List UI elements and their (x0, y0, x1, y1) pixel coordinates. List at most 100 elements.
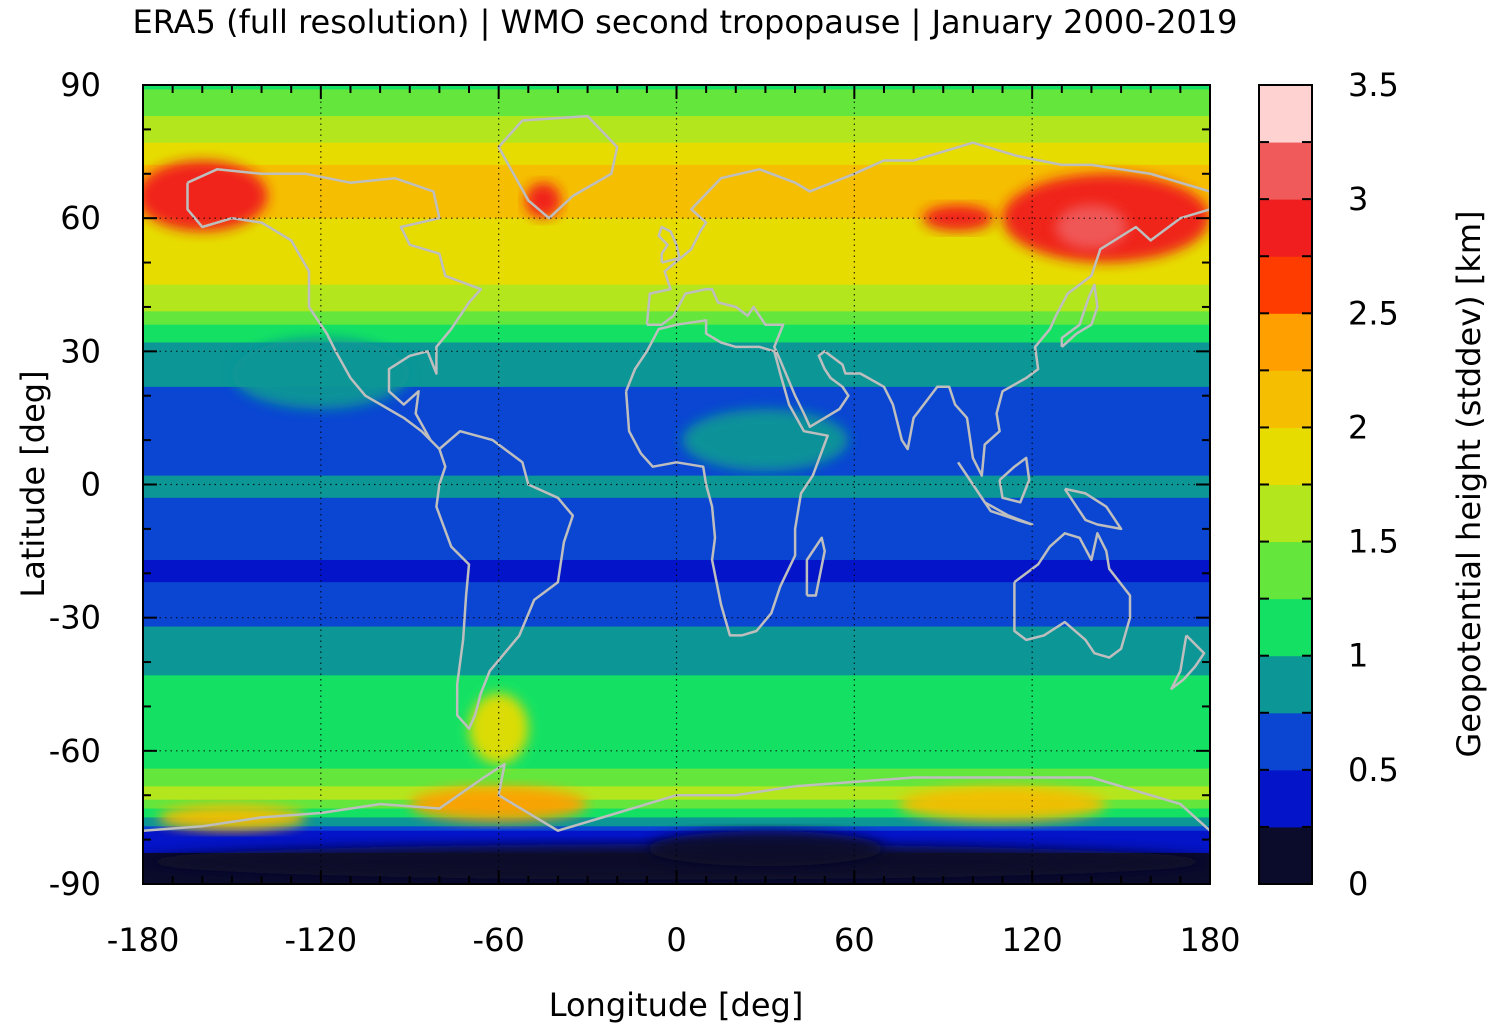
grid-lines (143, 85, 1210, 884)
heatmap-band (143, 133, 1210, 139)
chart-title: ERA5 (full resolution) | WMO second trop… (132, 3, 1238, 41)
x-tick-label: 0 (666, 921, 686, 959)
heatmap-region (646, 830, 884, 867)
x-tick-label: -120 (285, 921, 358, 959)
heatmap-band (143, 262, 1210, 268)
colorbar-swatch (1259, 370, 1312, 428)
heatmap-region (525, 182, 561, 219)
colorbar-swatch (1259, 541, 1312, 600)
heatmap-region (157, 804, 307, 831)
heatmap-band (143, 422, 1210, 428)
coast-eurasia (645, 141, 1210, 477)
coast-australia (1013, 532, 1132, 659)
colorbar-tick-label: 3.5 (1348, 66, 1399, 104)
heatmap-band (143, 502, 1210, 508)
heatmap-band (143, 280, 1210, 286)
colorbar-swatch (1259, 826, 1312, 885)
heatmap-band (143, 444, 1210, 450)
heatmap-band (143, 284, 1210, 290)
heatmap-band (143, 315, 1210, 321)
heatmap-band (143, 471, 1210, 477)
heatmap-band (143, 200, 1210, 206)
heatmap-band (143, 333, 1210, 339)
colorbar-tick-label: 1.5 (1348, 523, 1399, 561)
heatmap-band (143, 768, 1210, 774)
heatmap-band (143, 795, 1210, 801)
heatmap-band (143, 364, 1210, 370)
heatmap-band (143, 741, 1210, 747)
y-tick-label: 90 (60, 66, 101, 104)
heatmap-band (143, 662, 1210, 668)
colorbar-swatch (1259, 85, 1312, 143)
heatmap-band (143, 107, 1210, 113)
heatmap-band (143, 382, 1210, 388)
colorbar-frame (1258, 84, 1313, 885)
colorbar-swatch (1259, 256, 1312, 314)
heatmap-band (143, 591, 1210, 597)
heatmap-band (143, 235, 1210, 241)
heatmap-band (143, 706, 1210, 712)
y-tick-label: -90 (49, 865, 101, 903)
colorbar-tick-label: 2.5 (1348, 294, 1399, 332)
heatmap-band (143, 373, 1210, 379)
heatmap-region (682, 409, 849, 472)
heatmap-band (143, 755, 1210, 761)
heatmap-band (143, 764, 1210, 770)
colorbar-tick-label: 0 (1348, 865, 1368, 903)
heatmap-band (143, 604, 1210, 610)
heatmap-band (143, 147, 1210, 153)
colorbar-swatch (1259, 313, 1312, 371)
x-tick-label: 120 (1002, 921, 1063, 959)
heatmap-band (143, 559, 1210, 565)
colorbar-tick-label: 0.5 (1348, 751, 1399, 789)
heatmap-band (143, 249, 1210, 255)
colorbar-swatch (1259, 655, 1312, 714)
coast-south-america (435, 429, 575, 730)
y-axis-label: Latitude [deg] (14, 370, 52, 597)
heatmap-band (143, 227, 1210, 233)
heatmap-band (143, 271, 1210, 277)
coast-borneo (998, 456, 1031, 504)
heatmap-band (143, 417, 1210, 423)
heatmap-band (143, 675, 1210, 681)
coast-uk (657, 225, 681, 264)
heatmap-band (143, 493, 1210, 499)
x-tick-label: 60 (834, 921, 875, 959)
heatmap-band (143, 524, 1210, 530)
heatmap-band (143, 289, 1210, 295)
heatmap-band (143, 697, 1210, 703)
heatmap-band (143, 817, 1210, 823)
heatmap-band (143, 222, 1210, 228)
heatmap-band (143, 724, 1210, 730)
x-tick-label: 180 (1179, 921, 1240, 959)
x-tick-label: -180 (107, 921, 180, 959)
heatmap-band (143, 799, 1210, 805)
heatmap-band (143, 156, 1210, 162)
heatmap-band (143, 497, 1210, 503)
y-tick-label: -30 (49, 599, 101, 637)
colorbar-swatch (1259, 712, 1312, 771)
heatmap-band (143, 821, 1210, 827)
heatmap-band (143, 431, 1210, 437)
heatmap-band (143, 426, 1210, 432)
heatmap-band (143, 520, 1210, 526)
coast-madagascar (805, 536, 826, 597)
heatmap-band (143, 790, 1210, 796)
heatmap-band (143, 191, 1210, 197)
colorbar-swatch (1259, 769, 1312, 828)
heatmap-band (143, 533, 1210, 539)
heatmap-band (143, 466, 1210, 472)
colorbar-swatch (1259, 199, 1312, 257)
heatmap-band (143, 617, 1210, 623)
colorbar-swatch (1259, 427, 1312, 485)
colorbar-tick-label: 1 (1348, 637, 1368, 675)
heatmap-band (143, 608, 1210, 614)
heatmap-band (143, 178, 1210, 184)
heatmap-band (143, 355, 1210, 361)
heatmap-band (143, 124, 1210, 130)
heatmap-band (143, 657, 1210, 663)
heatmap-band (143, 812, 1210, 819)
colorbar-swatch (1259, 598, 1312, 657)
heatmap-band (143, 648, 1210, 654)
heatmap-band (143, 329, 1210, 335)
